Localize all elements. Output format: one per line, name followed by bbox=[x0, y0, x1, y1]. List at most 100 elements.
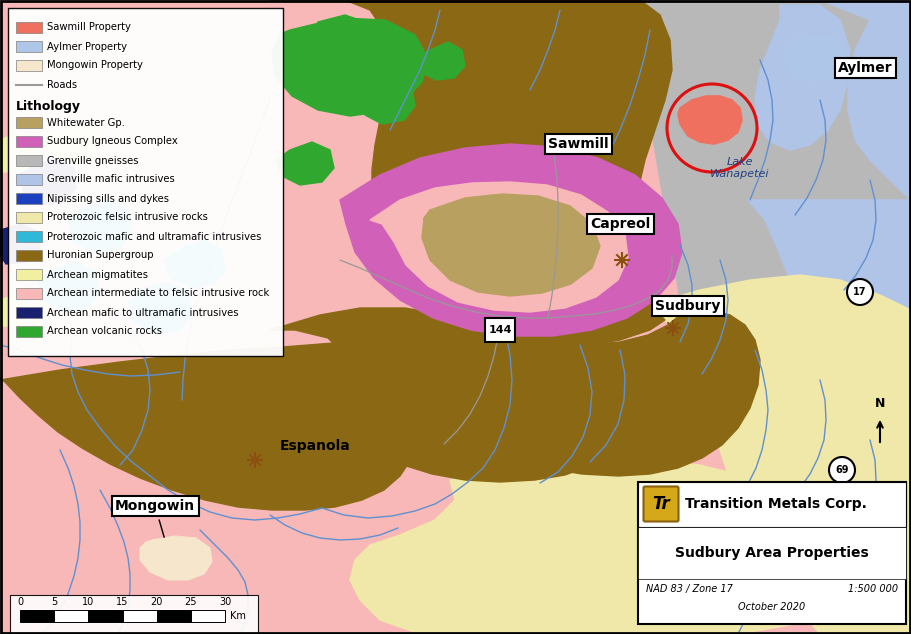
Bar bbox=[16, 231, 42, 242]
Polygon shape bbox=[350, 460, 840, 634]
Polygon shape bbox=[0, 294, 30, 326]
Text: 30: 30 bbox=[219, 597, 231, 607]
Bar bbox=[16, 212, 42, 223]
Text: 10: 10 bbox=[82, 597, 95, 607]
Polygon shape bbox=[678, 96, 742, 144]
Text: Archean mafic to ultramafic intrusives: Archean mafic to ultramafic intrusives bbox=[47, 307, 239, 318]
Bar bbox=[16, 288, 42, 299]
Bar bbox=[16, 326, 42, 337]
Text: Sudbury: Sudbury bbox=[655, 299, 721, 313]
Text: 144: 144 bbox=[488, 325, 512, 335]
Bar bbox=[54, 610, 88, 622]
Text: Sudbury Area Properties: Sudbury Area Properties bbox=[675, 546, 869, 560]
Polygon shape bbox=[20, 158, 76, 205]
Text: Archean intermediate to felsic intrusive rock: Archean intermediate to felsic intrusive… bbox=[47, 288, 270, 299]
Circle shape bbox=[847, 279, 873, 305]
FancyBboxPatch shape bbox=[643, 486, 679, 522]
Text: Whitewater Gp.: Whitewater Gp. bbox=[47, 117, 125, 127]
Bar bbox=[16, 193, 42, 204]
Polygon shape bbox=[276, 142, 334, 185]
Text: Km: Km bbox=[230, 611, 246, 621]
Polygon shape bbox=[783, 35, 845, 82]
Text: Roads: Roads bbox=[47, 79, 77, 89]
Text: Sawmill: Sawmill bbox=[548, 137, 609, 151]
Polygon shape bbox=[308, 15, 372, 65]
Polygon shape bbox=[748, 200, 911, 634]
Bar bbox=[638, 527, 906, 579]
Text: Transition Metals Corp.: Transition Metals Corp. bbox=[685, 497, 867, 511]
Text: October 2020: October 2020 bbox=[739, 602, 805, 612]
Bar bbox=[20, 610, 54, 622]
Text: Grenville gneisses: Grenville gneisses bbox=[47, 155, 138, 165]
Text: Espanola: Espanola bbox=[280, 439, 351, 453]
Text: Proterozoic felsic intrusive rocks: Proterozoic felsic intrusive rocks bbox=[47, 212, 208, 223]
Text: Lithology: Lithology bbox=[16, 100, 81, 113]
Polygon shape bbox=[270, 330, 630, 482]
Bar bbox=[16, 155, 42, 166]
Text: Aylmer: Aylmer bbox=[838, 61, 893, 75]
Text: Huronian Supergroup: Huronian Supergroup bbox=[47, 250, 153, 261]
Bar bbox=[16, 41, 42, 52]
Bar bbox=[16, 307, 42, 318]
Circle shape bbox=[829, 457, 855, 483]
Polygon shape bbox=[358, 78, 415, 124]
Text: Proterozoic mafic and ultramafic intrusives: Proterozoic mafic and ultramafic intrusi… bbox=[47, 231, 261, 242]
Text: Tr: Tr bbox=[652, 495, 670, 513]
Polygon shape bbox=[164, 240, 225, 288]
Text: Capreol: Capreol bbox=[590, 217, 650, 231]
Text: Archean migmatites: Archean migmatites bbox=[47, 269, 148, 280]
Bar bbox=[16, 269, 42, 280]
Polygon shape bbox=[416, 42, 465, 80]
Polygon shape bbox=[755, 5, 850, 150]
Bar bbox=[638, 482, 906, 624]
Polygon shape bbox=[340, 144, 682, 336]
Polygon shape bbox=[270, 308, 760, 476]
Polygon shape bbox=[128, 282, 192, 334]
Text: Mongowin: Mongowin bbox=[115, 499, 195, 538]
Text: Lake
Wanapetei: Lake Wanapetei bbox=[711, 157, 770, 179]
Polygon shape bbox=[0, 348, 418, 510]
Text: 17: 17 bbox=[854, 287, 866, 297]
Text: N: N bbox=[875, 397, 885, 410]
Polygon shape bbox=[44, 122, 100, 162]
Bar bbox=[190, 610, 225, 622]
Text: Sudbury Igneous Complex: Sudbury Igneous Complex bbox=[47, 136, 178, 146]
Text: Grenville mafic intrusives: Grenville mafic intrusives bbox=[47, 174, 175, 184]
Polygon shape bbox=[140, 536, 212, 580]
Polygon shape bbox=[630, 275, 911, 634]
Bar bbox=[16, 22, 42, 33]
Polygon shape bbox=[370, 182, 628, 312]
Text: Mongowin Property: Mongowin Property bbox=[47, 60, 143, 70]
Polygon shape bbox=[38, 262, 100, 312]
Bar bbox=[122, 610, 157, 622]
Bar bbox=[16, 174, 42, 185]
Polygon shape bbox=[68, 200, 132, 252]
Polygon shape bbox=[0, 132, 38, 172]
Bar bbox=[16, 60, 42, 71]
Bar bbox=[8, 8, 283, 356]
Text: 25: 25 bbox=[185, 597, 197, 607]
Text: NAD 83 / Zone 17: NAD 83 / Zone 17 bbox=[646, 584, 732, 594]
Text: 1:500 000: 1:500 000 bbox=[848, 584, 898, 594]
Text: Aylmer Property: Aylmer Property bbox=[47, 41, 127, 51]
Text: Archean volcanic rocks: Archean volcanic rocks bbox=[47, 327, 162, 337]
Text: 20: 20 bbox=[150, 597, 163, 607]
Polygon shape bbox=[270, 0, 672, 345]
Text: Sawmill Property: Sawmill Property bbox=[47, 22, 131, 32]
Bar bbox=[638, 482, 906, 527]
Bar bbox=[16, 250, 42, 261]
Text: 5: 5 bbox=[51, 597, 57, 607]
Polygon shape bbox=[820, 0, 911, 200]
Text: 0: 0 bbox=[17, 597, 23, 607]
Polygon shape bbox=[422, 194, 600, 296]
Polygon shape bbox=[272, 18, 428, 116]
Bar bbox=[16, 136, 42, 147]
Text: 69: 69 bbox=[835, 465, 849, 475]
Bar bbox=[485, 318, 515, 342]
Bar bbox=[157, 610, 190, 622]
Bar bbox=[88, 610, 122, 622]
Text: 15: 15 bbox=[117, 597, 128, 607]
Bar bbox=[10, 595, 258, 633]
Polygon shape bbox=[0, 224, 40, 264]
Bar bbox=[16, 117, 42, 128]
